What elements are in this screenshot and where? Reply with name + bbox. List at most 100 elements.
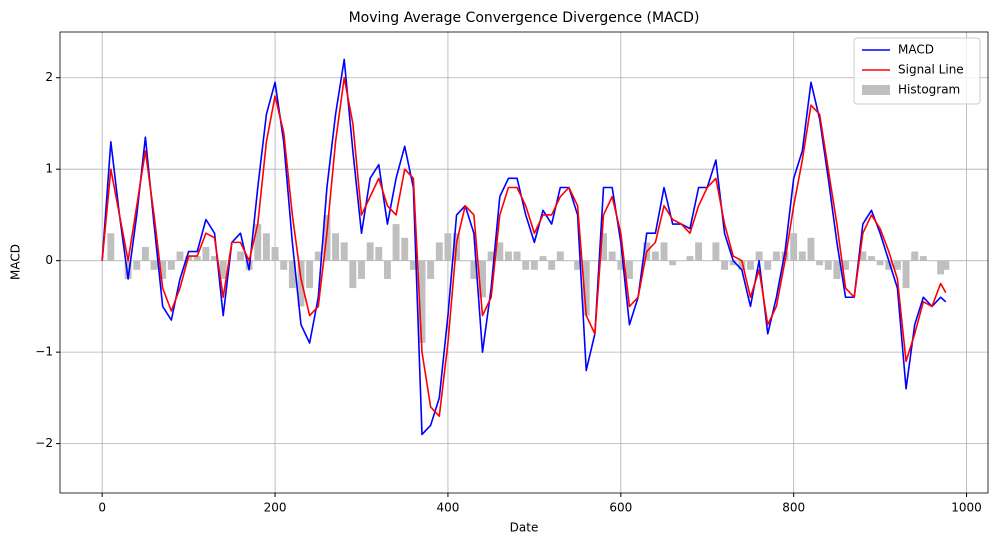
histogram-bar [513,251,521,261]
y-tick-label: 2 [45,70,53,84]
histogram-bar [211,256,219,261]
histogram-bar [202,246,210,261]
histogram-bar [695,242,703,261]
histogram-bar [409,260,417,270]
histogram-bar [902,260,910,289]
histogram-bar [798,251,806,261]
histogram-bar [401,237,409,261]
histogram-bar [496,242,504,261]
series-line [101,76,947,417]
y-tick-label: −1 [35,345,53,359]
histogram-bar [548,260,556,270]
legend-label: Signal Line [898,63,964,77]
x-axis-label: Date [510,521,539,535]
histogram-bar [686,256,694,261]
x-tick-label: 600 [609,501,632,515]
histogram-bar [116,260,123,262]
histogram-bar [885,260,893,270]
histogram-bar [833,260,841,279]
histogram-bar [349,260,357,289]
legend-label: MACD [898,43,934,57]
histogram-bar [669,260,677,266]
y-tick-label: 0 [45,253,53,267]
histogram-bar [772,251,780,261]
histogram-bar [530,260,538,270]
legend-swatch [862,85,890,95]
histogram-bar [176,251,184,261]
histogram-bar [677,260,685,262]
histogram-bar [876,260,884,266]
histogram-bar [306,260,314,289]
x-tick-label: 800 [782,501,805,515]
histogram-bar [193,256,201,261]
histogram-bar [747,260,754,270]
histogram-bar [790,233,798,261]
histogram-bar [937,260,945,275]
histogram-bar [461,260,469,262]
histogram-bar [660,242,668,261]
x-tick-label: 400 [436,501,459,515]
histogram-bar [288,260,296,289]
histogram-bar [366,242,374,261]
histogram-bar [159,260,167,279]
histogram-bar [721,260,728,270]
histogram-bar [893,260,901,270]
histogram-bar [712,242,720,261]
histogram-bar [150,260,158,270]
histogram-bar [418,260,426,343]
histogram-bar [262,233,270,261]
y-axis-label: MACD [9,244,23,280]
histogram-bar [228,260,236,262]
histogram-bar [651,251,659,261]
histogram-bar [617,260,625,270]
histogram-bar [219,260,227,279]
histogram-bar [807,237,815,261]
y-tick-label: −2 [35,436,53,450]
histogram-bar [167,260,175,270]
histogram-bar [98,260,106,262]
histogram-bar [444,233,452,261]
x-tick-label: 0 [98,501,106,515]
histogram-bar [280,260,288,270]
histogram-bar [141,246,149,261]
histogram-bar [600,233,607,261]
histogram-bar [729,260,737,266]
histogram-bar [427,260,435,279]
histogram-bar [470,260,478,279]
histogram-bar [919,256,927,261]
histogram-bar [824,260,832,270]
histogram-bar [435,242,443,261]
y-tick-label: 1 [45,162,53,176]
histogram-bar [582,260,590,316]
histogram-bar [314,251,322,261]
histogram-bar [522,260,530,270]
histogram-bar [271,246,279,261]
legend-label: Histogram [898,83,960,97]
histogram-bar [479,260,486,298]
histogram-bar [124,260,132,279]
histogram-bar [816,260,824,266]
histogram-bar [911,251,919,261]
histogram-bar [764,260,772,270]
histogram-bar [634,260,642,262]
histogram-bar [703,260,711,262]
histogram-bar [332,233,340,261]
x-tick-label: 1000 [951,501,982,515]
series-line [101,58,947,436]
histogram-bar [565,260,573,262]
histogram-bar [383,260,391,279]
histogram-bar [574,260,582,270]
legend: MACD Signal Line Histogram [853,37,981,105]
histogram-bar [237,251,244,261]
histogram-bar [608,251,616,261]
histogram-bar [859,251,867,261]
histogram-bar [755,251,763,261]
histogram-bar [738,260,746,270]
histogram-bar [392,224,400,261]
histogram-bar [942,260,950,270]
x-tick-label: 200 [264,501,287,515]
histogram-bar [556,251,564,261]
histogram-bar [358,260,365,279]
histogram-bar [842,260,850,270]
